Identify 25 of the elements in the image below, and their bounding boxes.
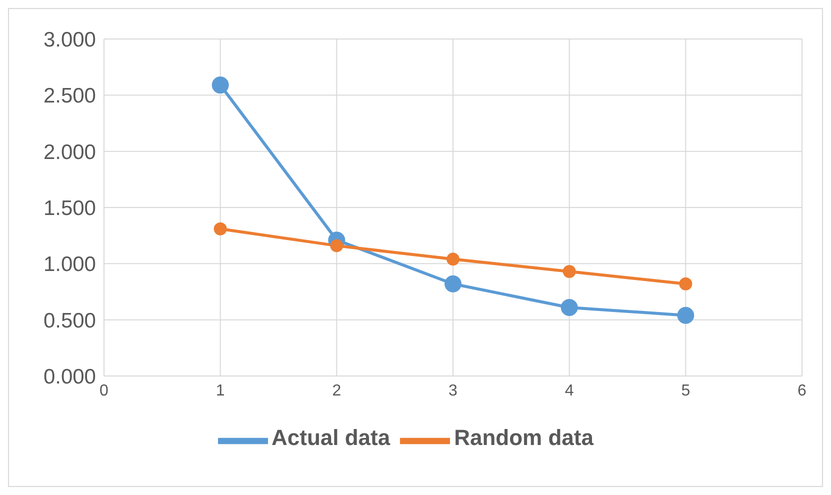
point [677,306,694,324]
point [214,222,227,236]
x-tick-label: 4 [564,382,574,400]
x-tick-label: 2 [332,382,342,400]
point [330,239,344,252]
y-tick-label: 1.500 [43,196,96,220]
y-tick-label: 0.500 [43,309,96,332]
y-tick-label: 1.000 [43,253,96,276]
legend-label: Random data [454,425,594,450]
x-tick-label: 3 [448,382,458,400]
x-tick-label: 6 [798,382,807,400]
point [446,252,460,266]
y-tick-label: 3.000 [43,28,96,52]
point [679,277,692,290]
x-tick-label: 1 [216,382,225,400]
x-tick-label: 0 [100,382,109,400]
point [212,76,229,94]
x-tick-label: 5 [681,382,690,400]
y-tick-label: 2.000 [43,140,96,164]
point [444,275,462,292]
legend-label: Actual data [272,425,390,450]
point [562,265,576,278]
y-tick-label: 2.500 [43,84,96,108]
y-tick-label: 0.000 [43,365,96,388]
point [560,298,578,316]
